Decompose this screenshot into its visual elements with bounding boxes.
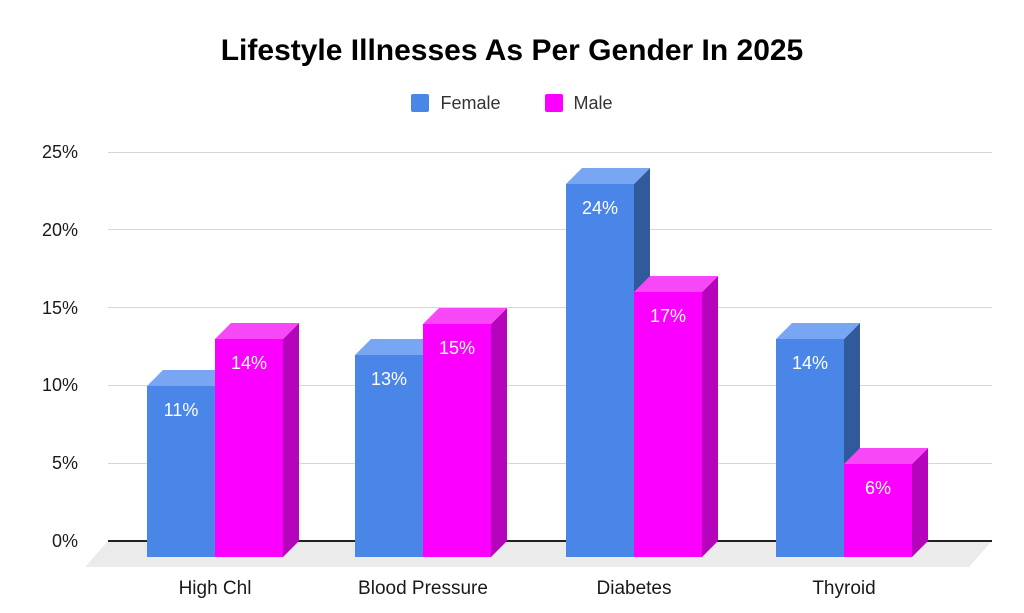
- bar-value-label-female-diabetes: 24%: [581, 197, 619, 218]
- bar-value-label-male-blood-pressure: 15%: [438, 337, 476, 358]
- bar-value-label-male-high-chl: 14%: [230, 353, 268, 374]
- bar-female-high-chl: [147, 385, 215, 557]
- gridline: [108, 307, 992, 309]
- y-axis-tick-label: 5%: [51, 453, 78, 474]
- y-axis-tick-label: 25%: [41, 142, 78, 162]
- bar-female-thyroid: [776, 339, 844, 557]
- bar-male-diabetes: [634, 292, 702, 557]
- bar-value-label-female-thyroid: 14%: [791, 353, 829, 374]
- bar-value-label-female-blood-pressure: 13%: [370, 368, 408, 389]
- x-axis-baseline: [108, 540, 992, 542]
- legend-item-female: Female: [411, 93, 501, 113]
- chart-legend: Female Male: [0, 94, 1024, 112]
- bar-side-male-thyroid: [912, 447, 928, 557]
- bar-side-male-high-chl: [283, 323, 299, 557]
- gridline: [108, 229, 992, 231]
- legend-swatch-female-icon: [411, 94, 430, 112]
- x-axis-category-label-thyroid: Thyroid: [812, 578, 876, 599]
- y-axis-tick-label: 15%: [41, 297, 78, 318]
- bar-value-label-male-thyroid: 6%: [864, 477, 891, 498]
- y-axis-tick-label: 10%: [41, 375, 78, 396]
- x-axis-category-label-diabetes: Diabetes: [596, 578, 672, 599]
- legend-label-female: Female: [440, 93, 501, 113]
- bar-female-blood-pressure: [355, 354, 423, 557]
- x-axis-category-label-high-chl: High Chl: [178, 578, 252, 599]
- bar-value-label-female-high-chl: 11%: [163, 399, 199, 420]
- bar-male-thyroid: [844, 463, 912, 557]
- gridline: [108, 462, 992, 464]
- bar-side-male-diabetes: [702, 276, 718, 557]
- bar-female-diabetes: [566, 183, 634, 557]
- bar-value-label-male-diabetes: 17%: [649, 306, 687, 327]
- y-axis-tick-label: 20%: [41, 219, 78, 240]
- gridline: [108, 151, 992, 153]
- bar-male-high-chl: [215, 339, 283, 557]
- legend-label-male: Male: [573, 93, 613, 113]
- y-axis-tick-label: 0%: [51, 531, 78, 551]
- x-axis-category-label-blood-pressure: Blood Pressure: [358, 578, 488, 599]
- legend-swatch-male-icon: [544, 94, 563, 112]
- bar-side-male-blood-pressure: [491, 307, 507, 557]
- legend-item-male: Male: [544, 93, 613, 113]
- gridline: [108, 384, 992, 386]
- bar-male-blood-pressure: [423, 323, 491, 557]
- chart-title: Lifestyle Illnesses As Per Gender In 202…: [220, 34, 804, 67]
